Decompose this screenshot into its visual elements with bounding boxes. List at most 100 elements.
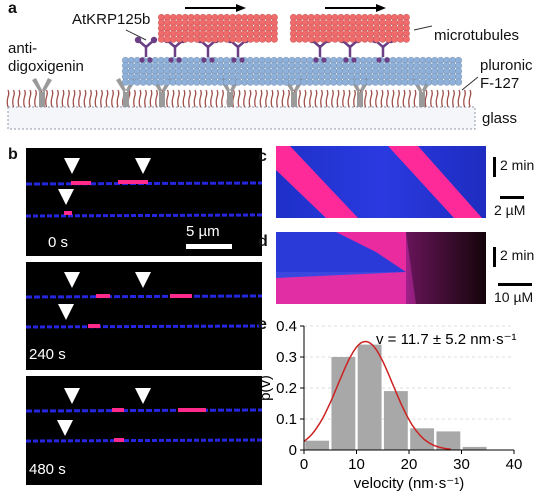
pluronic-strand: [380, 89, 384, 108]
pluronic-strand: [83, 89, 87, 108]
pluronic-strand: [386, 89, 389, 108]
scale-bar: [186, 244, 232, 249]
histogram-bar: [383, 391, 408, 450]
arrowhead-marker: [58, 189, 74, 205]
x-tick-label: 30: [453, 456, 470, 473]
pluronic-strand: [342, 89, 345, 108]
y-tick-label: 0.3: [276, 349, 297, 366]
time-label-240s: 240 s: [29, 346, 66, 363]
pluronic-strand: [199, 89, 202, 108]
pluronic-strand: [298, 89, 301, 108]
x-tick-label: 10: [348, 456, 365, 473]
pluronic-strand: [287, 89, 290, 108]
pluronic-strand: [237, 89, 241, 108]
pluronic-strand: [188, 89, 191, 108]
microtubule-red-left: [157, 13, 279, 43]
pluronic-strand: [430, 89, 433, 108]
pluronic-strand: [155, 89, 158, 108]
scale-label-5um: 5 µm: [186, 223, 220, 240]
pluronic-strand: [166, 89, 169, 108]
anti-digoxigenin-label-1: anti-: [8, 40, 38, 57]
glass-slab: [7, 106, 476, 130]
x-axis-label: velocity (nm·s⁻¹): [354, 475, 464, 492]
pluronic-strand: [50, 89, 54, 108]
kymograph-d: [276, 232, 486, 304]
pluronic-strand: [34, 89, 37, 108]
pluronic-strand: [336, 89, 340, 108]
pluronic-strand: [397, 89, 400, 108]
panel-b-label: b: [8, 146, 18, 163]
pluronic-strand: [303, 89, 307, 108]
pluronic-strand: [314, 89, 318, 108]
pluronic-strand: [413, 89, 417, 108]
pluronic-strand: [468, 89, 472, 108]
pluronic-strand: [61, 89, 65, 108]
motor-label: AtKRP125b: [72, 11, 151, 28]
pluronic-strand: [369, 89, 373, 108]
pluronic-strand: [452, 89, 455, 108]
pluronic-strand: [215, 89, 219, 108]
arrowhead-marker: [64, 158, 80, 174]
velocity-annotation: v = 11.7 ± 5.2 nm·s⁻¹: [376, 331, 517, 348]
pluronic-strand: [133, 89, 136, 108]
histogram-bar: [410, 428, 435, 450]
pluronic-strand: [78, 89, 81, 108]
pluronic-strand: [457, 89, 461, 108]
pluronic-strand: [138, 89, 142, 108]
pluronic-strand: [12, 89, 15, 108]
y-axis-label: p(v): [257, 375, 274, 401]
pluronic-strand: [446, 89, 450, 108]
pluronic-label-1: pluronic: [480, 57, 533, 74]
pluronic-strand: [149, 89, 153, 108]
pluronic-strand: [17, 89, 21, 108]
pluronic-strand: [364, 89, 367, 108]
arrowhead-marker: [64, 388, 80, 404]
arrowhead-marker: [58, 304, 74, 320]
microscopy-frame-480s: 480 s: [25, 376, 263, 485]
pluronic-strand: [435, 89, 439, 108]
panel-d-label: d: [258, 233, 268, 250]
pluronic-strand: [309, 89, 312, 108]
glass-label: glass: [482, 110, 518, 127]
time-label-0s: 0 s: [48, 234, 69, 251]
motor-icon: [134, 36, 158, 63]
y-tick-label: 0.1: [276, 411, 297, 428]
frame-240s-content: [25, 272, 263, 329]
pluronic-strand: [193, 89, 197, 108]
kymo-d-time-scale-bar: [493, 247, 496, 267]
pluronic-strand: [254, 89, 257, 108]
kymo-d-time-scale-label: 2 min: [500, 247, 535, 263]
x-tick-labels: 0 10 20 30 40: [300, 450, 522, 473]
pluronic-strand: [402, 89, 406, 108]
kymo-d-conc-scale-bar: [498, 283, 532, 286]
pluronic-strand: [221, 89, 224, 108]
panel-e-label: e: [258, 316, 267, 333]
frame-480s-content: [25, 388, 263, 443]
histogram-bar: [357, 344, 382, 450]
kymograph-c: [276, 146, 486, 218]
arrowhead-marker: [135, 388, 151, 404]
kymo-c-time-scale-label: 2 min: [500, 157, 535, 173]
pluronic-strand: [67, 89, 70, 108]
pluronic-strand: [182, 89, 186, 108]
pluronic-strand: [353, 89, 356, 108]
pluronic-strand: [210, 89, 213, 108]
y-tick-label: 0.2: [276, 380, 297, 397]
pluronic-strand: [105, 89, 109, 108]
pluronic-strand: [45, 89, 48, 108]
pluronic-strand: [347, 89, 351, 108]
pluronic-strand: [248, 89, 252, 108]
kymo-c-time-scale-bar: [493, 157, 496, 177]
x-tick-label: 0: [300, 456, 308, 473]
pluronic-strand: [171, 89, 175, 108]
histogram-bar: [331, 357, 356, 450]
pluronic-strand: [56, 89, 59, 108]
antibody-icon: [32, 78, 52, 107]
pluronic-strand: [325, 89, 329, 108]
arrowhead-marker: [135, 272, 151, 288]
pluronic-strand: [204, 89, 208, 108]
pluronic-strand: [463, 89, 466, 108]
velocity-histogram: 0 10 20 30 40 0 0.1 0.2 0.3 0.4 velocity (nm·s⁻¹…: [257, 318, 522, 492]
kymo-d-conc-scale-label: 10 µM: [494, 289, 534, 305]
histogram-bars: [305, 344, 487, 450]
